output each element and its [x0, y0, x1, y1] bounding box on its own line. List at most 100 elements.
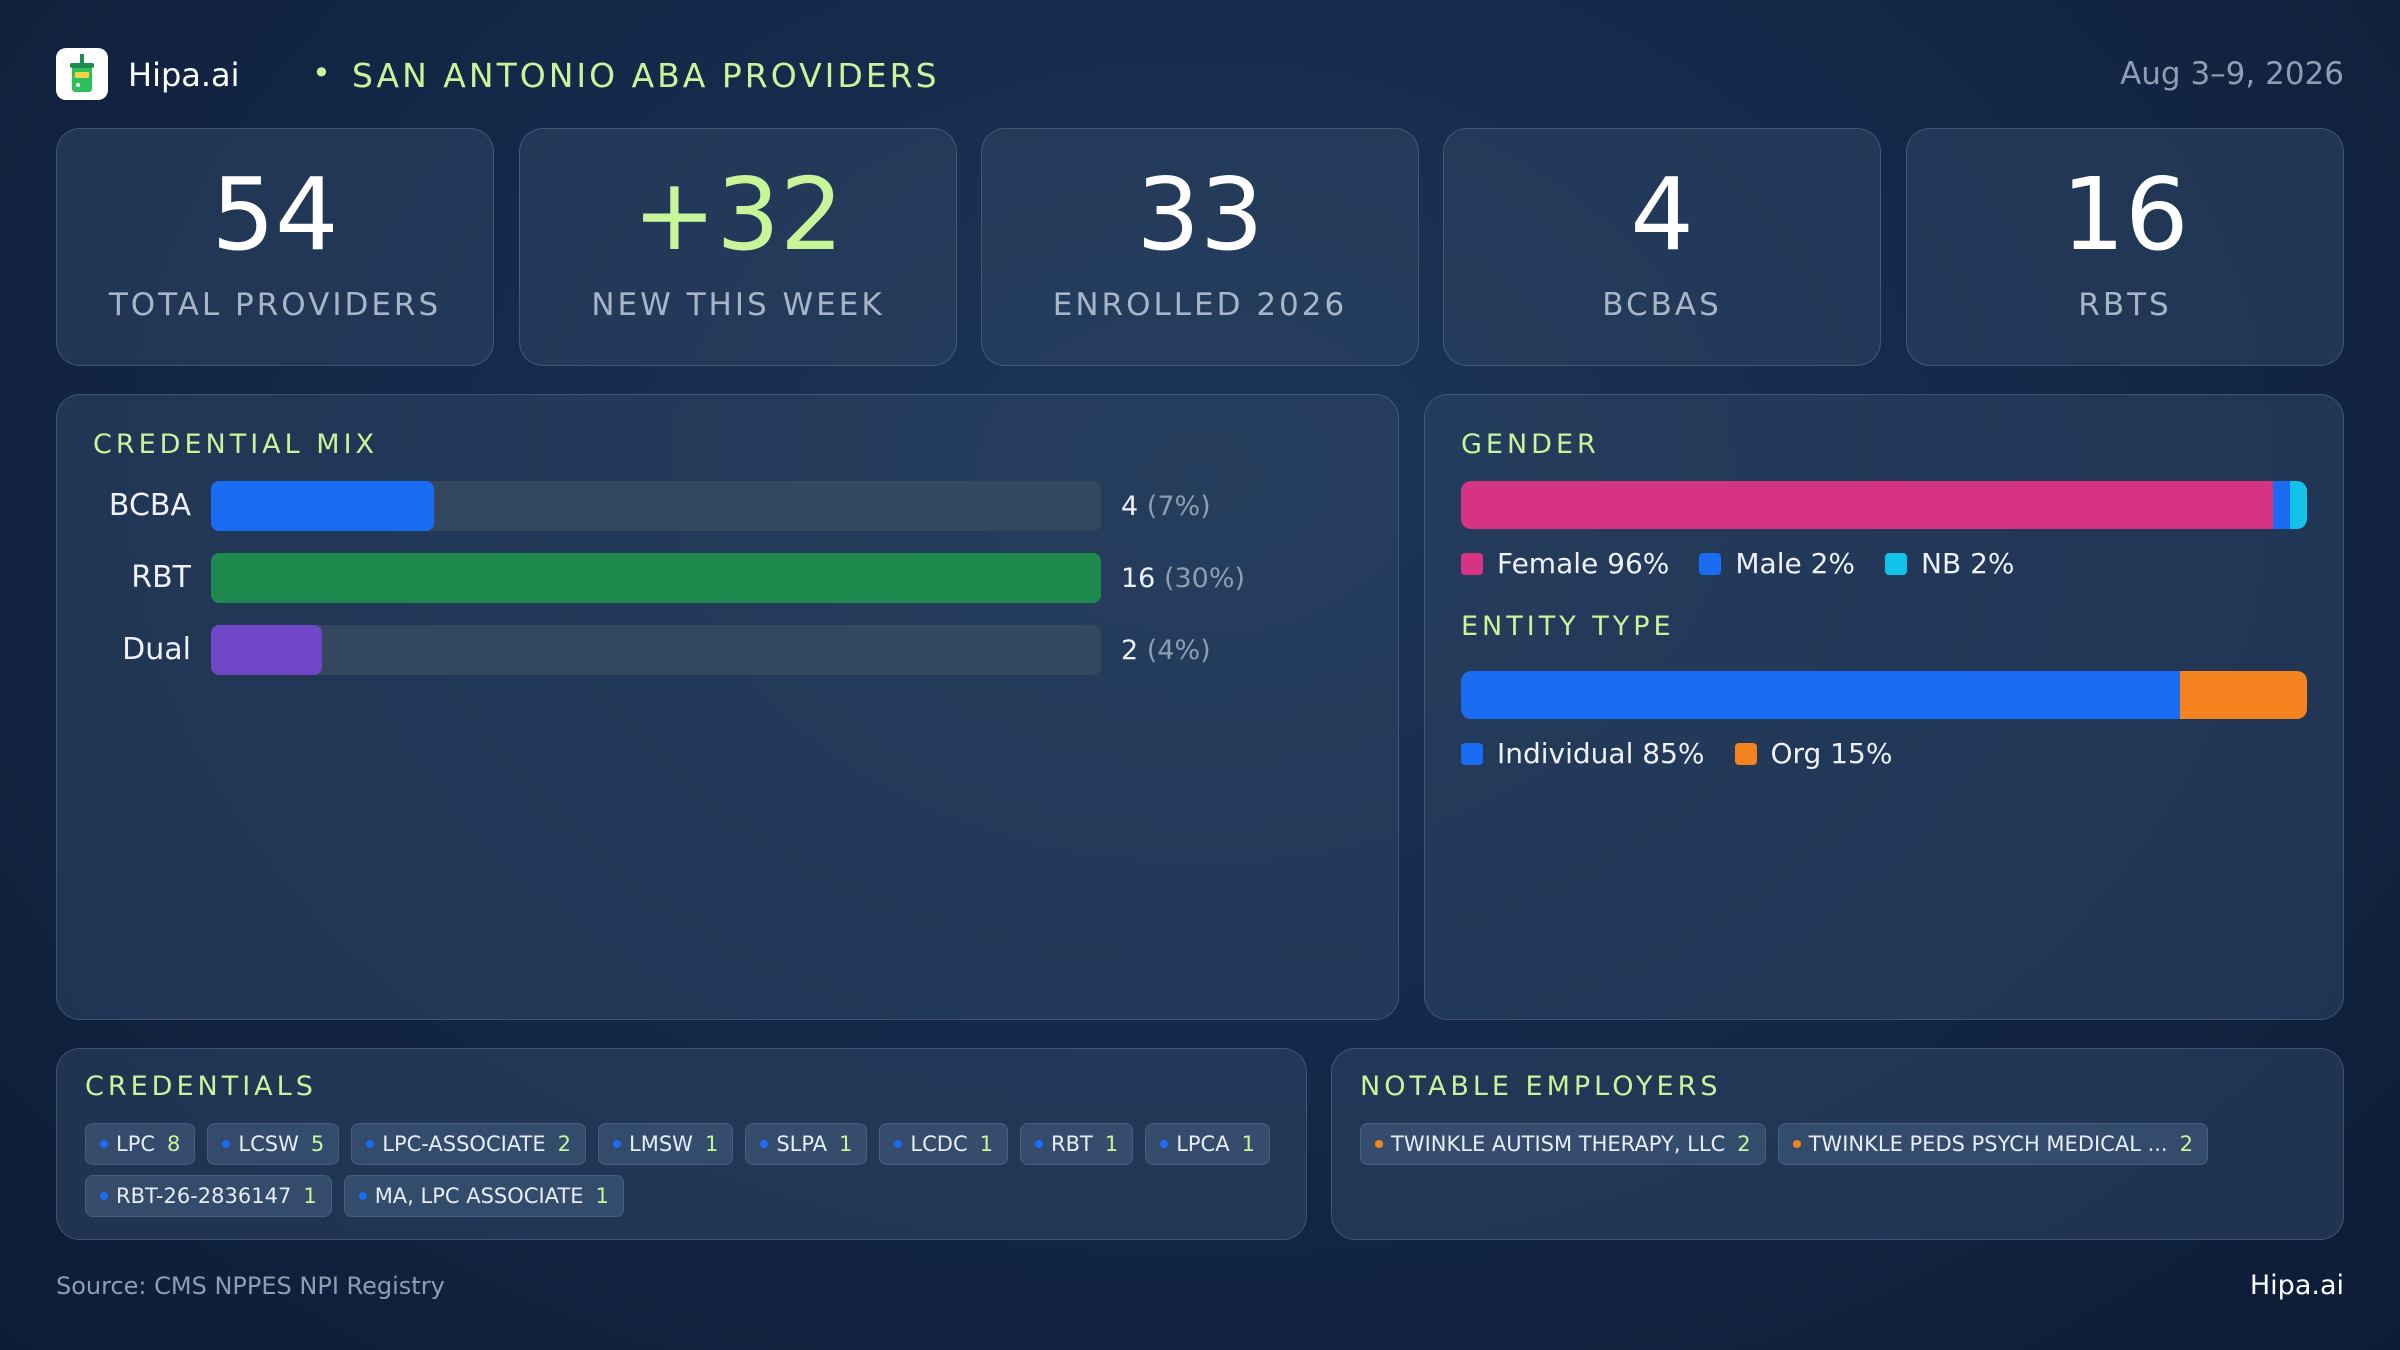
chip-count: 1	[704, 1132, 719, 1156]
chip-label: LCSW	[238, 1132, 299, 1156]
bar-percent: (30%)	[1163, 563, 1246, 594]
employer-chip: TWINKLE PEDS PSYCH MEDICAL ... 2	[1777, 1123, 2208, 1165]
bar-fill	[211, 481, 434, 531]
bullet-dot-icon	[100, 1140, 108, 1148]
employers-chip-list: TWINKLE AUTISM THERAPY, LLC 2 TWINKLE PEDS…	[1360, 1123, 2320, 1165]
chip-count: 8	[167, 1132, 181, 1156]
stat-value: 4	[1630, 156, 1694, 273]
bullet-dot-icon	[222, 1140, 231, 1148]
chip-count: 1	[1241, 1132, 1255, 1156]
chip-label: TWINKLE AUTISM THERAPY, LLC	[1391, 1132, 1726, 1156]
bar-label: Dual	[122, 632, 191, 667]
legend-swatch	[1699, 552, 1722, 575]
gender-title: GENDER	[1461, 429, 1600, 460]
credential-chip: LPCA 1	[1145, 1123, 1270, 1165]
stat-value: 54	[211, 156, 339, 273]
date-range: Aug 3–9, 2026	[2120, 56, 2344, 92]
legend-item: NB 2%	[1885, 547, 2015, 580]
stat-value: 16	[2061, 156, 2189, 273]
legend-item: Female 96%	[1461, 547, 1669, 580]
bar-value: 4 (7%)	[1121, 491, 1211, 522]
gender-legend: Female 96% Male 2% NB 2%	[1461, 547, 2045, 580]
chip-label: RBT	[1050, 1132, 1093, 1156]
gender-segment	[2273, 481, 2291, 529]
legend-item: Org 15%	[1734, 737, 1893, 770]
credential-chip: LMSW 1	[598, 1123, 734, 1165]
chip-count: 1	[595, 1184, 609, 1208]
gender-segment	[2290, 481, 2307, 529]
bar-track	[211, 481, 1101, 531]
employers-title: NOTABLE EMPLOYERS	[1360, 1071, 1722, 1102]
chip-label: LCDC	[910, 1132, 968, 1156]
legend-label: NB 2%	[1921, 547, 2015, 580]
bar-percent: (4%)	[1146, 635, 1211, 666]
credential-mix-title: CREDENTIAL MIX	[93, 429, 379, 460]
bar-value: 2 (4%)	[1121, 635, 1211, 666]
bullet-dot-icon	[1034, 1140, 1043, 1148]
chip-count: 1	[979, 1132, 993, 1156]
chip-label: LMSW	[629, 1132, 693, 1156]
bar-count: 2	[1121, 635, 1139, 666]
chip-label: LPC	[116, 1132, 156, 1156]
bar-count: 16	[1121, 563, 1156, 594]
bar-track	[211, 625, 1101, 675]
credential-chip: LCSW 5	[207, 1123, 340, 1165]
stat-label: TOTAL PROVIDERS	[108, 287, 442, 323]
bullet-dot-icon	[100, 1192, 108, 1200]
entity-type-title: ENTITY TYPE	[1461, 611, 1675, 642]
stat-card-bcbas: 4 BCBAS	[1443, 128, 1881, 366]
gender-segment	[1461, 481, 2274, 529]
bullet-dot-icon	[1160, 1140, 1169, 1148]
credential-mix-panel: CREDENTIAL MIX BCBA 4 (7%) RBT 16 (30%) …	[56, 394, 1399, 1020]
bullet-dot-icon	[366, 1140, 375, 1148]
footer-brand: Hipa.ai	[2249, 1270, 2344, 1301]
page-title: SAN ANTONIO ABA PROVIDERS	[352, 56, 940, 95]
credentials-title: CREDENTIALS	[85, 1071, 317, 1102]
chip-count: 5	[310, 1132, 325, 1156]
bar-label: RBT	[131, 560, 191, 595]
employers-panel: NOTABLE EMPLOYERS TWINKLE AUTISM THERAPY…	[1331, 1048, 2344, 1240]
stat-label: BCBAS	[1602, 287, 1722, 323]
credential-chip: LPC-ASSOCIATE 2	[351, 1123, 587, 1165]
legend-item: Male 2%	[1699, 547, 1855, 580]
bullet-dot-icon	[1792, 1140, 1801, 1148]
legend-item: Individual 85%	[1461, 737, 1705, 770]
chip-label: LPCA	[1176, 1132, 1230, 1156]
bar-fill	[211, 625, 323, 675]
bar-percent: (7%)	[1146, 491, 1211, 522]
credential-chip: LCDC 1	[879, 1123, 1008, 1165]
gender-stacked-bar	[1461, 481, 2307, 529]
bar-value: 16 (30%)	[1121, 563, 1245, 594]
credentials-panel: CREDENTIALS LPC 8 LCSW 5 LPC-ASSOCIATE 2 LMSW 1…	[56, 1048, 1307, 1240]
brand-name: Hipa.ai	[128, 56, 240, 94]
legend-swatch	[1885, 552, 1908, 575]
bullet-dot-icon	[358, 1192, 367, 1200]
stat-card-total-providers: 54 TOTAL PROVIDERS	[56, 128, 494, 366]
legend-label: Female 96%	[1497, 547, 1670, 580]
chip-count: 2	[1737, 1132, 1751, 1156]
credential-chip: MA, LPC ASSOCIATE 1	[343, 1175, 624, 1217]
demographics-panel: GENDER Female 96% Male 2% NB 2% ENTITY TYP…	[1424, 394, 2344, 1020]
chip-count: 2	[557, 1132, 572, 1156]
employer-chip: TWINKLE AUTISM THERAPY, LLC 2	[1360, 1123, 1766, 1165]
stat-card-new-this-week: +32 NEW THIS WEEK	[519, 128, 957, 366]
title-separator: •	[312, 54, 331, 92]
legend-label: Male 2%	[1735, 547, 1856, 580]
bullet-dot-icon	[760, 1140, 769, 1148]
stat-label: NEW THIS WEEK	[591, 287, 885, 323]
credential-chip: RBT 1	[1019, 1123, 1134, 1165]
chip-label: RBT-26-2836147	[116, 1184, 292, 1208]
stat-value: +32	[632, 156, 844, 273]
chip-count: 2	[2179, 1132, 2193, 1156]
credential-chip: RBT-26-2836147 1	[85, 1175, 332, 1217]
legend-label: Org 15%	[1770, 737, 1893, 770]
entity-type-legend: Individual 85% Org 15%	[1461, 737, 1922, 770]
chip-label: TWINKLE PEDS PSYCH MEDICAL ...	[1808, 1132, 2168, 1156]
chip-label: MA, LPC ASSOCIATE	[374, 1184, 584, 1208]
chip-count: 1	[839, 1132, 853, 1156]
entity-type-stacked-bar	[1461, 671, 2307, 719]
credential-chip: LPC 8	[85, 1123, 196, 1165]
header: Hipa.ai • SAN ANTONIO ABA PROVIDERS Aug …	[56, 46, 2344, 102]
bullet-dot-icon	[613, 1140, 622, 1148]
bar-fill	[211, 553, 1101, 603]
